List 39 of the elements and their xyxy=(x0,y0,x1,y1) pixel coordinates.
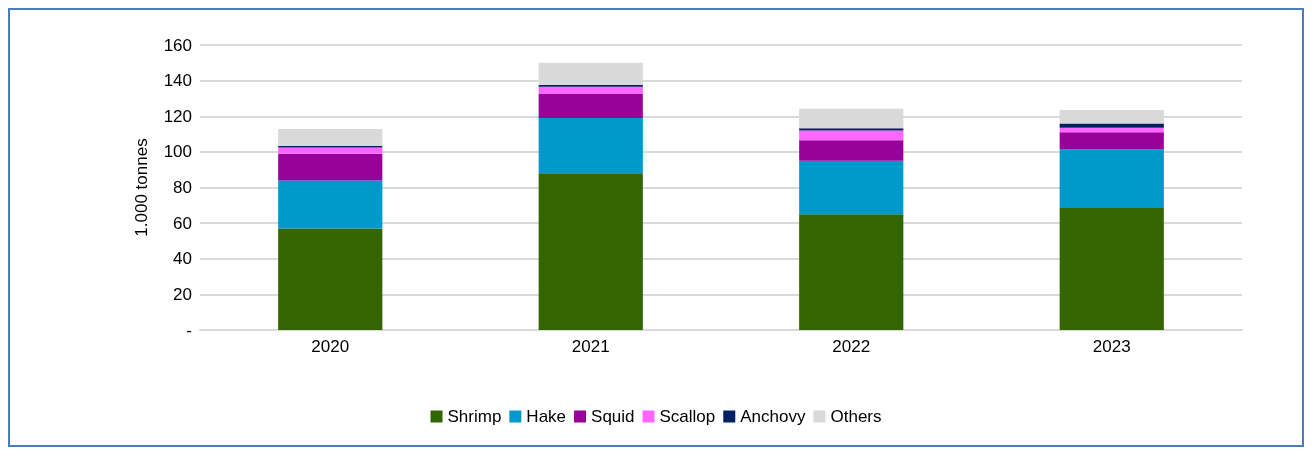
y-tick-label: 80 xyxy=(173,178,192,197)
x-tick-label: 2020 xyxy=(311,337,350,356)
bar xyxy=(278,228,383,330)
y-tick-label: 40 xyxy=(173,249,192,269)
bar xyxy=(538,173,643,330)
bar xyxy=(278,129,383,146)
legend-label: Squid xyxy=(591,407,635,426)
bar xyxy=(1059,127,1164,133)
y-tick-label: 100 xyxy=(163,142,192,162)
x-tick-label: 2021 xyxy=(571,337,610,356)
y-axis-title: 1.000 tonnes xyxy=(132,138,151,237)
legend-label: Anchovy xyxy=(740,407,806,426)
bar xyxy=(799,128,904,131)
bar xyxy=(538,86,643,94)
bar xyxy=(799,140,904,161)
y-tick-label: 20 xyxy=(173,284,192,304)
legend-label: Others xyxy=(830,407,882,426)
y-tick-label: 160 xyxy=(163,35,192,55)
x-tick-label: 2022 xyxy=(832,337,871,356)
bar xyxy=(1059,132,1164,150)
bar xyxy=(278,180,383,229)
x-tick-label: 2023 xyxy=(1092,337,1131,356)
bar xyxy=(1059,149,1164,208)
y-tick-label: 60 xyxy=(173,213,192,233)
bar xyxy=(538,93,643,119)
legend-label: Hake xyxy=(526,407,567,426)
bar xyxy=(278,147,383,154)
y-tick-label: 120 xyxy=(163,106,192,126)
bar xyxy=(799,214,904,330)
bar xyxy=(1059,207,1164,330)
legend-label: Scallop xyxy=(659,407,716,426)
bar xyxy=(538,118,643,174)
legend-label: Shrimp xyxy=(447,407,502,426)
bar xyxy=(1059,123,1164,128)
bar xyxy=(278,153,383,181)
y-tick-label: 140 xyxy=(163,71,192,91)
bar xyxy=(799,160,904,215)
y-tick-label: - xyxy=(186,320,192,340)
bar xyxy=(799,130,904,141)
